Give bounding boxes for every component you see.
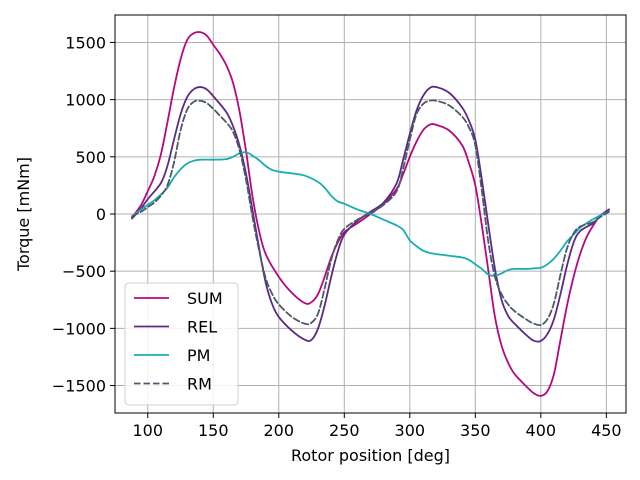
x-tick-label: 300 (395, 421, 426, 440)
y-tick-label: −1000 (52, 319, 106, 338)
axis-ticks: 100 150 200 250 300 350 400 450 −1500 −1000 −500 0 5… (52, 33, 622, 440)
x-tick-label: 450 (591, 421, 622, 440)
y-tick-label: 1000 (65, 91, 106, 110)
x-tick-label: 250 (329, 421, 360, 440)
x-tick-label: 350 (460, 421, 491, 440)
x-tick-label: 100 (132, 421, 163, 440)
y-tick-label: −500 (62, 262, 106, 281)
legend-label-pm: PM (187, 346, 210, 365)
x-tick-label: 400 (526, 421, 557, 440)
legend-label-rel: REL (187, 318, 217, 337)
series-line-pm (131, 151, 610, 277)
series-layer (131, 31, 610, 397)
series-line-rm (131, 99, 610, 327)
y-tick-label: 500 (75, 148, 106, 167)
legend-box (124, 282, 239, 406)
grid (115, 15, 626, 413)
legend-label-rm: RM (187, 375, 212, 394)
legend: SUM REL PM RM (124, 282, 239, 406)
x-tick-label: 150 (198, 421, 229, 440)
y-tick-label: −1500 (52, 377, 106, 396)
y-tick-label: 1500 (65, 33, 106, 52)
series-line-rel (131, 85, 610, 343)
x-tick-label: 200 (264, 421, 295, 440)
y-tick-label: 0 (96, 205, 106, 224)
legend-label-sum: SUM (187, 289, 223, 308)
x-axis-label: Rotor position [deg] (291, 446, 450, 465)
y-axis-label: Torque [mNm] (14, 157, 33, 272)
